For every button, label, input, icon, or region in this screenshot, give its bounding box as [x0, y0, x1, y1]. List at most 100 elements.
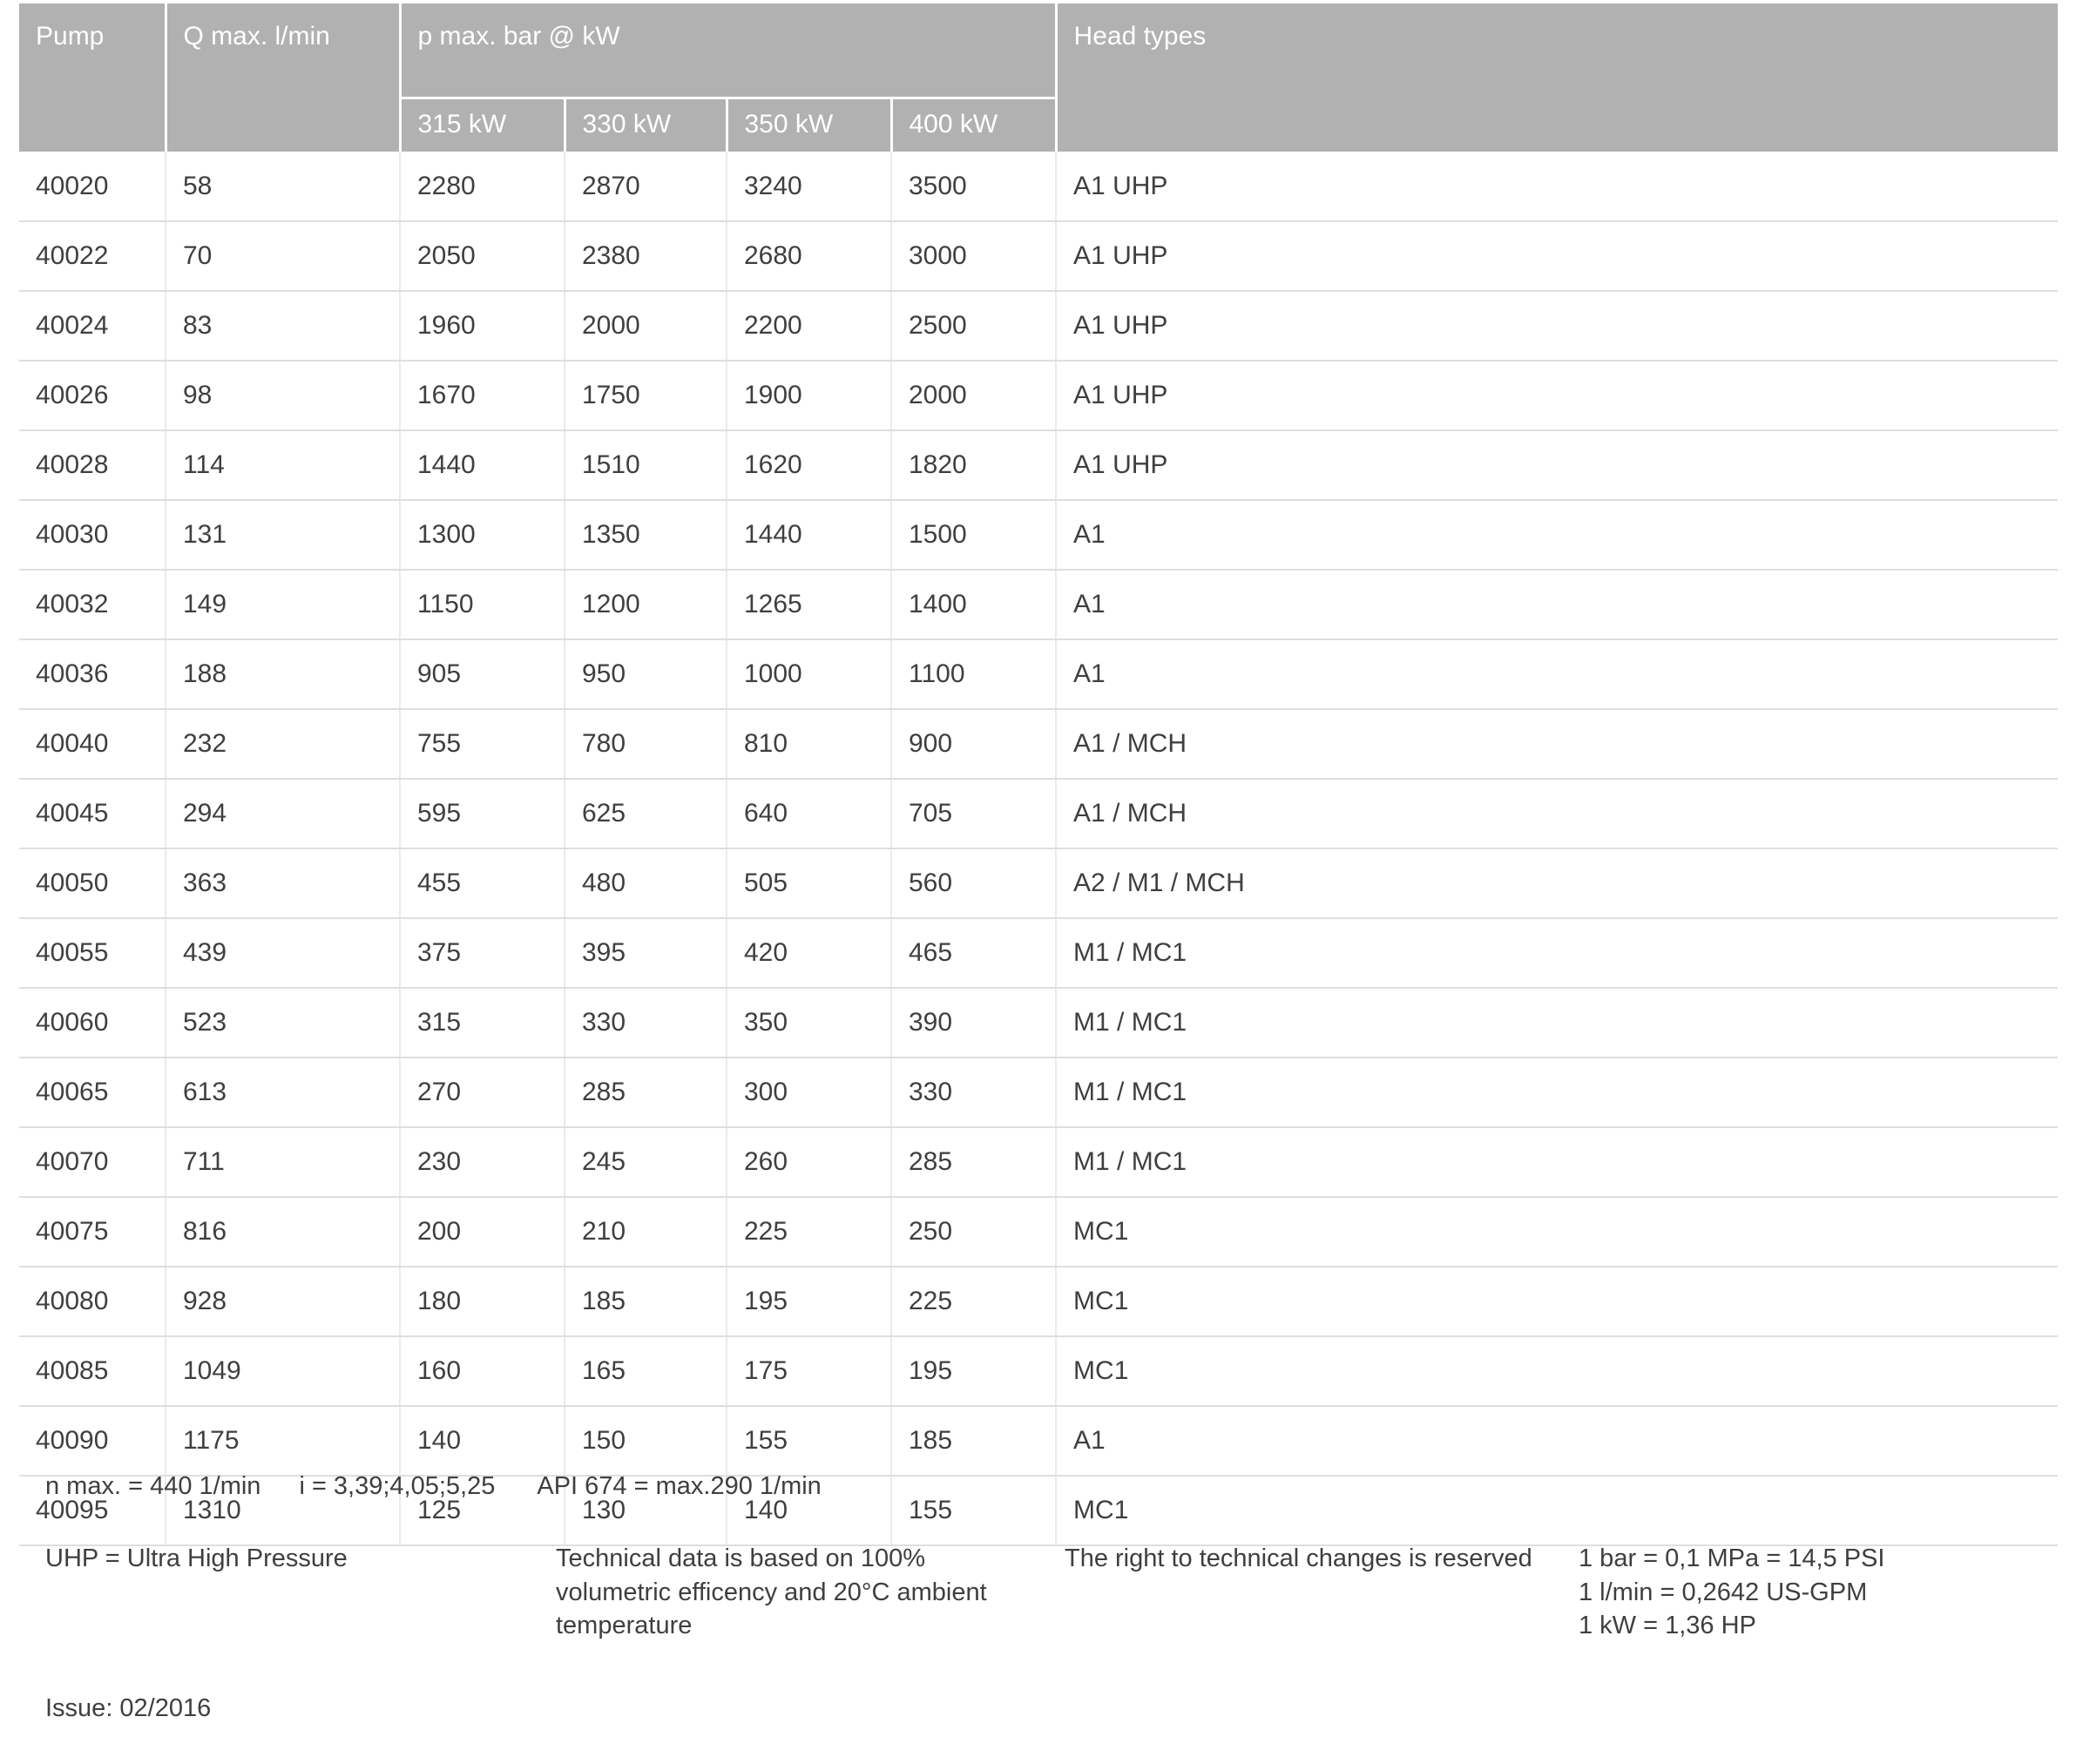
- cell-pump: 40090: [19, 1406, 166, 1477]
- cell-p315: 905: [400, 639, 565, 710]
- cell-pump: 40045: [19, 779, 166, 849]
- cell-head-types: A1: [1056, 570, 2059, 640]
- cell-pump: 40026: [19, 361, 166, 431]
- column-header-p-max-group: p max. bar @ kW: [400, 3, 1058, 98]
- table-row: 40065 613 270 285 300 330 M1 / MC1: [19, 1058, 2059, 1128]
- cell-p400: 705: [891, 779, 1058, 849]
- cell-p400: 1100: [891, 639, 1058, 710]
- cell-pump: 40065: [19, 1058, 166, 1128]
- cell-q-max: 1175: [166, 1406, 401, 1477]
- footnote-technical-basis-text: Technical data is based on 100% volumetr…: [556, 1544, 987, 1640]
- cell-p400: 1400: [891, 570, 1058, 640]
- cell-p350: 1265: [727, 570, 892, 640]
- cell-pump: 40022: [19, 221, 166, 292]
- cell-p315: 1960: [400, 291, 565, 362]
- cell-p350: 810: [727, 709, 892, 780]
- table-row: 40045 294 595 625 640 705 A1 / MCH: [19, 779, 2059, 849]
- cell-p330: 480: [565, 848, 727, 919]
- footnote-uhp-text: UHP = Ultra High Pressure: [45, 1544, 348, 1572]
- pump-specification-table: Pump Q max. l/min p max. bar @ kW Head t…: [19, 3, 2059, 1546]
- table-row: 40060 523 315 330 350 390 M1 / MC1: [19, 988, 2059, 1058]
- table-row: 40075 816 200 210 225 250 MC1: [19, 1197, 2059, 1267]
- cell-q-max: 523: [166, 988, 401, 1058]
- cell-p350: 300: [727, 1058, 892, 1128]
- column-header-head-types: Head types: [1056, 3, 2059, 152]
- table-row: 40022 70 2050 2380 2680 3000 A1 UHP: [19, 221, 2059, 292]
- column-header-pump: Pump: [19, 3, 167, 152]
- cell-p350: 225: [727, 1197, 892, 1267]
- footnote-unit-conversions: 1 bar = 0,1 MPa = 14,5 PSI 1 l/min = 0,2…: [1579, 1542, 2032, 1643]
- cell-p350: 195: [727, 1267, 892, 1337]
- footnote-columns: UHP = Ultra High Pressure Technical data…: [0, 1542, 2083, 1699]
- cell-head-types: A1 UHP: [1056, 152, 2059, 222]
- table-row: 40090 1175 140 150 155 185 A1: [19, 1406, 2059, 1477]
- footnote-disclaimer: The right to technical changes is reserv…: [1065, 1542, 1570, 1576]
- table-row: 40095 1310 125 130 140 155 MC1: [19, 1476, 2059, 1546]
- table-row: 40080 928 180 185 195 225 MC1: [19, 1267, 2059, 1337]
- cell-p350: 155: [727, 1406, 892, 1477]
- cell-pump: 40024: [19, 291, 166, 362]
- cell-p400: 390: [891, 988, 1058, 1058]
- table-row: 40030 131 1300 1350 1440 1500 A1: [19, 500, 2059, 571]
- cell-p350: 1000: [727, 639, 892, 710]
- cell-p400: 1500: [891, 500, 1058, 571]
- cell-p330: 2870: [565, 152, 727, 222]
- table-row: 40028 114 1440 1510 1620 1820 A1 UHP: [19, 430, 2059, 501]
- cell-p330: 330: [565, 988, 727, 1058]
- table-row: 40055 439 375 395 420 465 M1 / MC1: [19, 918, 2059, 989]
- cell-p315: 1670: [400, 361, 565, 431]
- cell-pump: 40020: [19, 152, 166, 222]
- footnote-technical-basis: Technical data is based on 100% volumetr…: [556, 1542, 1044, 1643]
- cell-p330: 245: [565, 1127, 727, 1198]
- column-header-315kw: 315 kW: [400, 96, 566, 152]
- cell-p330: 185: [565, 1267, 727, 1337]
- cell-p350: 260: [727, 1127, 892, 1198]
- table-body: 40020 58 2280 2870 3240 3500 A1 UHP 4002…: [19, 152, 2059, 1546]
- cell-p330: 210: [565, 1197, 727, 1267]
- cell-head-types: A1 / MCH: [1056, 779, 2059, 849]
- cell-pump: 40095: [19, 1476, 166, 1546]
- cell-p400: 185: [891, 1406, 1058, 1477]
- cell-p330: 1750: [565, 361, 727, 431]
- cell-p400: 195: [891, 1336, 1058, 1407]
- table-row: 40040 232 755 780 810 900 A1 / MCH: [19, 709, 2059, 780]
- cell-p330: 130: [565, 1476, 727, 1546]
- cell-head-types: MC1: [1056, 1476, 2059, 1546]
- cell-pump: 40075: [19, 1197, 166, 1267]
- cell-head-types: MC1: [1056, 1336, 2059, 1407]
- cell-p315: 375: [400, 918, 565, 989]
- cell-head-types: MC1: [1056, 1267, 2059, 1337]
- cell-p315: 200: [400, 1197, 565, 1267]
- cell-head-types: M1 / MC1: [1056, 1127, 2059, 1198]
- cell-pump: 40030: [19, 500, 166, 571]
- cell-head-types: A1: [1056, 1406, 2059, 1477]
- cell-p350: 3240: [727, 152, 892, 222]
- table-row: 40050 363 455 480 505 560 A2 / M1 / MCH: [19, 848, 2059, 919]
- column-header-q-max: Q max. l/min: [166, 3, 402, 152]
- cell-q-max: 1049: [166, 1336, 401, 1407]
- cell-q-max: 613: [166, 1058, 401, 1128]
- cell-q-max: 70: [166, 221, 401, 292]
- cell-p400: 3000: [891, 221, 1058, 292]
- cell-p330: 1350: [565, 500, 727, 571]
- cell-p400: 900: [891, 709, 1058, 780]
- cell-p400: 285: [891, 1127, 1058, 1198]
- conversion-kw: 1 kW = 1,36 HP: [1579, 1612, 1756, 1640]
- table-row: 40032 149 1150 1200 1265 1400 A1: [19, 570, 2059, 640]
- table-row: 40026 98 1670 1750 1900 2000 A1 UHP: [19, 361, 2059, 431]
- cell-p330: 165: [565, 1336, 727, 1407]
- conversion-bar: 1 bar = 0,1 MPa = 14,5 PSI: [1579, 1544, 1885, 1572]
- cell-head-types: A1: [1056, 639, 2059, 710]
- cell-pump: 40080: [19, 1267, 166, 1337]
- cell-p315: 270: [400, 1058, 565, 1128]
- cell-p315: 160: [400, 1336, 565, 1407]
- cell-p350: 2680: [727, 221, 892, 292]
- cell-q-max: 149: [166, 570, 401, 640]
- cell-p315: 140: [400, 1406, 565, 1477]
- table-row: 40036 188 905 950 1000 1100 A1: [19, 639, 2059, 710]
- cell-p315: 315: [400, 988, 565, 1058]
- cell-p330: 625: [565, 779, 727, 849]
- cell-head-types: A1: [1056, 500, 2059, 571]
- cell-q-max: 363: [166, 848, 401, 919]
- table-row: 40085 1049 160 165 175 195 MC1: [19, 1336, 2059, 1407]
